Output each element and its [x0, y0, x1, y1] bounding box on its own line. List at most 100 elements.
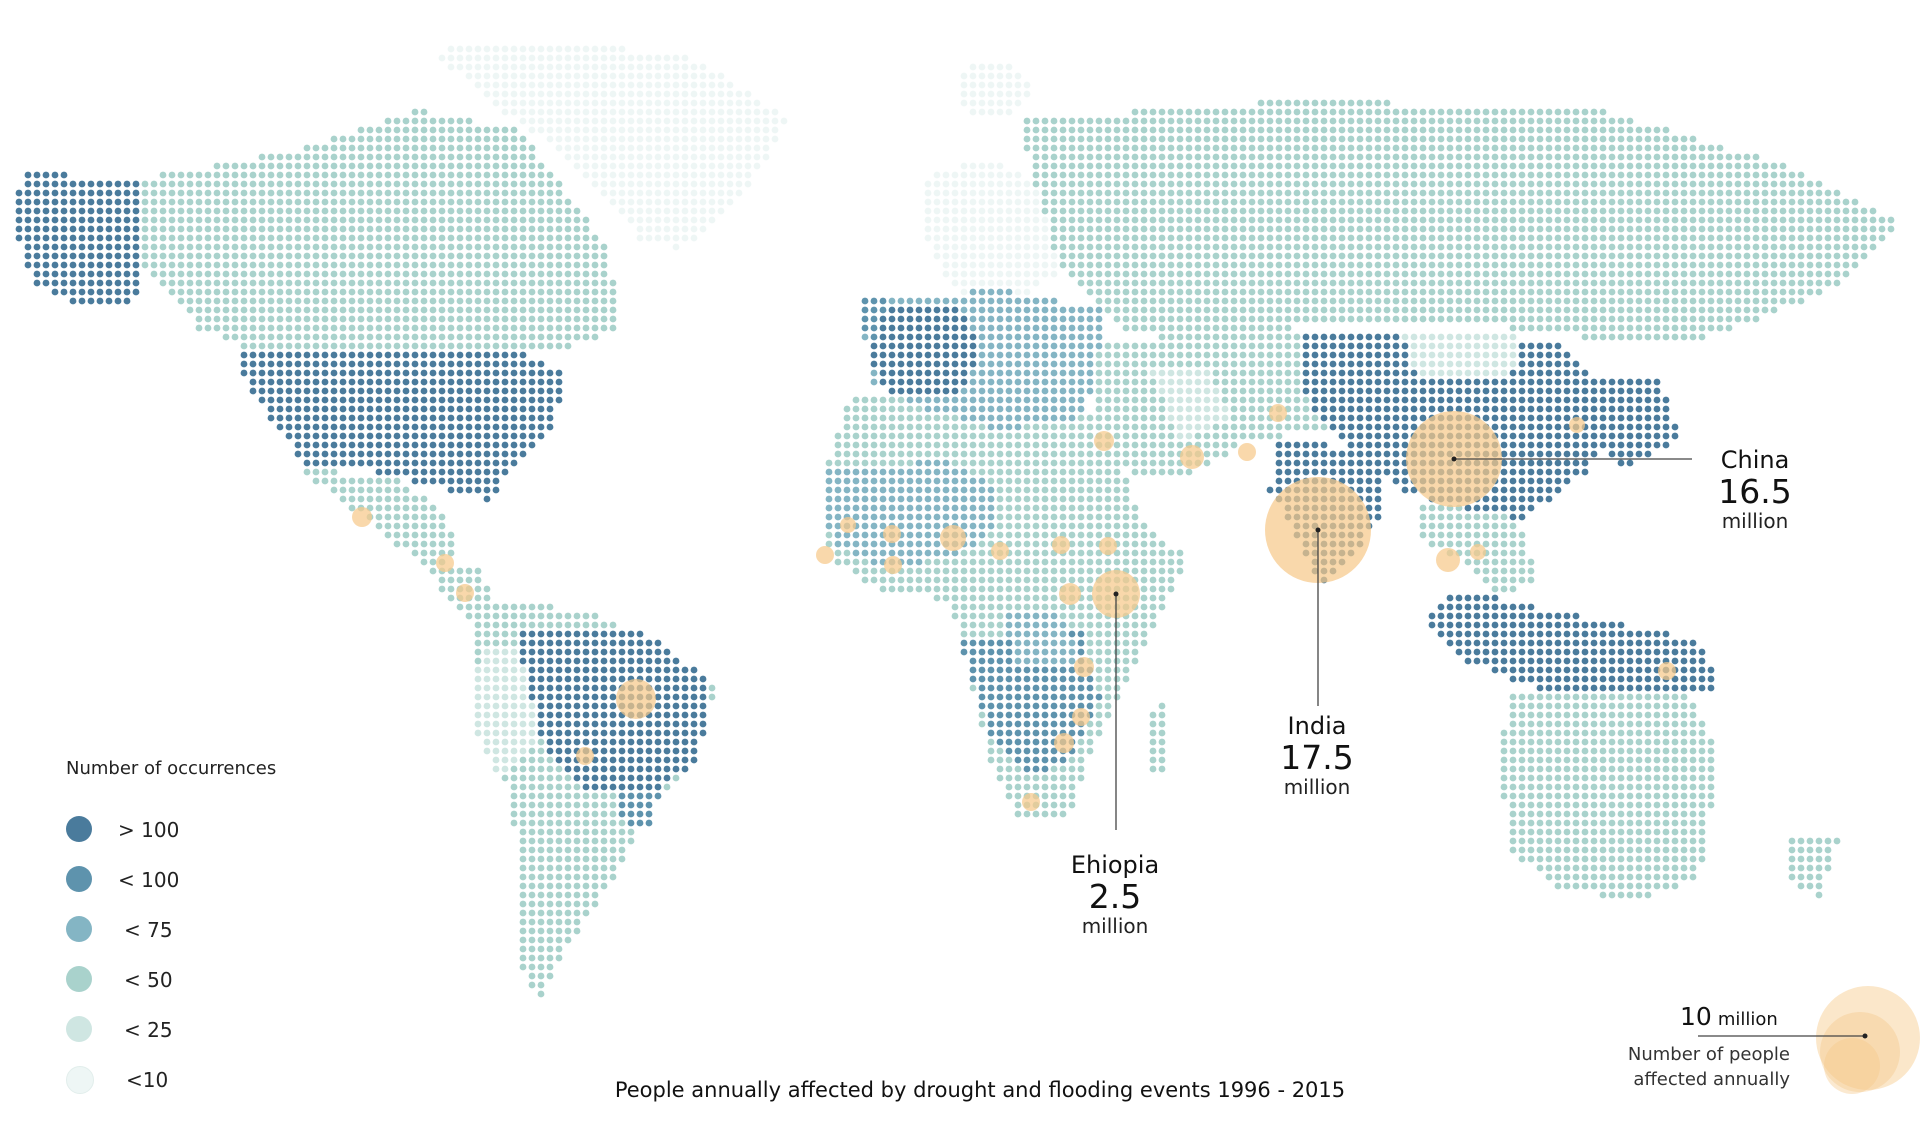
map-dot-russia — [1239, 180, 1247, 188]
map-dot-europe — [1050, 378, 1058, 386]
map-dot-russia — [1788, 261, 1796, 269]
map-dot-russia — [1356, 198, 1364, 206]
map-dot-china — [1518, 369, 1526, 377]
map-dot-greenland — [474, 63, 482, 71]
map-dot-russia — [1599, 153, 1607, 161]
map-dot-greenland — [618, 162, 626, 170]
map-dot-russia — [1149, 144, 1157, 152]
map-dot-alaska — [69, 270, 77, 278]
map-dot-mongolia — [1419, 333, 1427, 341]
map-dot-russia — [1248, 324, 1256, 332]
map-dot-alaska — [24, 261, 32, 269]
map-dot-canada — [357, 162, 365, 170]
map-dot-middle-east-central-asia — [1203, 360, 1211, 368]
map-dot-greenland — [447, 54, 455, 62]
map-dot-russia — [1131, 171, 1139, 179]
map-dot-russia — [1068, 252, 1076, 260]
map-dot-usa — [501, 360, 509, 368]
map-dot-usa — [438, 387, 446, 395]
map-dot-russia — [1644, 198, 1652, 206]
map-dot-canada — [600, 297, 608, 305]
map-dot-scandinavia — [1041, 270, 1049, 278]
map-dot-canada — [483, 297, 491, 305]
map-dot-russia — [1383, 180, 1391, 188]
map-dot-russia — [1437, 270, 1445, 278]
map-dot-usa — [267, 387, 275, 395]
map-dot-canada — [537, 225, 545, 233]
map-dot-russia — [1293, 117, 1301, 125]
map-dot-canada — [528, 189, 536, 197]
map-dot-russia — [1203, 324, 1211, 332]
map-dot-russia — [1077, 207, 1085, 215]
map-dot-russia — [1077, 117, 1085, 125]
map-dot-russia — [1599, 198, 1607, 206]
map-dot-russia — [1824, 261, 1832, 269]
map-dot-canada — [483, 315, 491, 323]
map-dot-russia — [1401, 270, 1409, 278]
map-dot-western-europe — [924, 324, 932, 332]
map-dot-greenland — [717, 180, 725, 188]
map-dot-russia — [1104, 153, 1112, 161]
map-dot-europe — [987, 378, 995, 386]
map-dot-russia — [1761, 297, 1769, 305]
map-dot-greenland — [510, 90, 518, 98]
map-dot-russia — [1500, 117, 1508, 125]
map-dot-greenland — [681, 54, 689, 62]
map-dot-russia — [1383, 198, 1391, 206]
map-dot-canada — [231, 288, 239, 296]
map-dot-russia — [1626, 270, 1634, 278]
map-dot-greenland — [618, 108, 626, 116]
map-dot-greenland — [609, 189, 617, 197]
map-dot-russia — [1662, 135, 1670, 143]
map-dot-mongolia — [1473, 351, 1481, 359]
map-dot-russia — [1275, 180, 1283, 188]
map-dot-canada — [402, 342, 410, 350]
map-dot-russia — [1320, 216, 1328, 224]
map-dot-russia — [1257, 135, 1265, 143]
map-dot-russia — [1338, 144, 1346, 152]
map-dot-russia — [1212, 279, 1220, 287]
map-dot-russia — [1302, 306, 1310, 314]
map-dot-russia — [1194, 234, 1202, 242]
map-dot-middle-east-central-asia — [1284, 333, 1292, 341]
map-dot-russia — [1725, 216, 1733, 224]
map-dot-canada — [465, 189, 473, 197]
map-dot-greenland — [591, 72, 599, 80]
map-dot-russia — [1518, 180, 1526, 188]
map-dot-russia — [1698, 243, 1706, 251]
map-dot-mongolia — [1428, 333, 1436, 341]
map-dot-russia — [1779, 207, 1787, 215]
map-dot-russia — [1653, 144, 1661, 152]
map-dot-russia — [1095, 153, 1103, 161]
map-dot-alaska — [87, 216, 95, 224]
map-dot-russia — [1392, 288, 1400, 296]
map-dot-canada — [186, 288, 194, 296]
map-dot-russia — [1266, 180, 1274, 188]
map-dot-europe — [1023, 315, 1031, 323]
map-dot-canada — [546, 261, 554, 269]
map-dot-greenland — [690, 90, 698, 98]
map-dot-canada — [519, 144, 527, 152]
map-dot-iran-afghan — [1212, 396, 1220, 404]
map-dot-russia — [1527, 216, 1535, 224]
map-dot-usa — [312, 396, 320, 404]
map-dot-russia — [1185, 288, 1193, 296]
map-dot-alaska — [78, 288, 86, 296]
map-dot-canada — [303, 261, 311, 269]
map-dot-russia — [1284, 243, 1292, 251]
map-dot-canada — [429, 171, 437, 179]
map-dot-russia — [1122, 171, 1130, 179]
map-dot-middle-east-central-asia — [1122, 396, 1130, 404]
map-dot-scandinavia — [1050, 252, 1058, 260]
map-dot-canada — [582, 270, 590, 278]
map-dot-china — [1392, 369, 1400, 377]
map-dot-russia — [1608, 189, 1616, 197]
map-dot-western-europe — [933, 360, 941, 368]
map-dot-alaska — [60, 288, 68, 296]
map-dot-russia — [1068, 117, 1076, 125]
map-dot-russia — [1509, 252, 1517, 260]
map-dot-greenland — [726, 144, 734, 152]
map-dot-europe — [1014, 360, 1022, 368]
map-dot-russia — [1266, 306, 1274, 314]
map-dot-middle-east-central-asia — [1257, 342, 1265, 350]
